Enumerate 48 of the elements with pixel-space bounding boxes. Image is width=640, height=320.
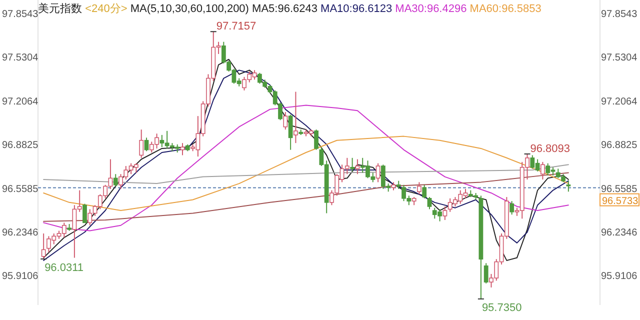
candlestick (314, 129, 318, 150)
y2-tick-label: 97.8543 (601, 8, 638, 20)
y2-tick-label: 97.5304 (601, 52, 638, 64)
candlestick (376, 162, 380, 183)
y-tick-label: 97.8543 (2, 8, 39, 20)
text: MA60:96.5853 (470, 3, 542, 15)
annotation: 95.7350 (482, 302, 522, 314)
line-series (43, 164, 569, 184)
y-tick-label: 97.5304 (2, 52, 39, 64)
y-tick-label: 95.9106 (2, 271, 39, 282)
annotation: 96.8093 (530, 142, 570, 155)
annotation: MA(5,10,30,60,100,200) (130, 3, 252, 15)
candlestick (540, 161, 545, 180)
y-tick-label: 96.5585 (2, 184, 39, 195)
candlestick (144, 137, 149, 152)
candlestick (510, 200, 514, 216)
y2-tick-label: 97.2064 (601, 96, 638, 108)
y-tick-label: 96.2346 (2, 228, 39, 239)
annotation: 97.7157 (216, 20, 256, 33)
candlestick (288, 114, 293, 150)
y-tick-label: 97.2064 (2, 96, 39, 108)
text: MA10:96.6123 (320, 3, 396, 15)
candlestick (355, 158, 360, 175)
candlestick (350, 157, 355, 172)
candlestick (422, 184, 427, 199)
candlestick (180, 142, 185, 156)
candlestick (442, 206, 448, 220)
y2-tick-label: 96.2346 (601, 228, 638, 239)
candlestick (294, 91, 298, 144)
candlestick (283, 112, 288, 130)
chart-title: 美元指数 (38, 2, 86, 15)
y-tick-label: 96.8825 (2, 140, 39, 152)
y2-tick-label: 95.9106 (601, 271, 638, 282)
y2-tick-label: 96.5585 (601, 184, 638, 195)
chart-subtitle: <240分> (85, 3, 130, 15)
text: MA30:96.4296 (395, 3, 470, 15)
annotation: 96.0311 (44, 262, 84, 274)
candlestick (566, 180, 571, 192)
candlestick (484, 262, 488, 284)
candlestick (417, 182, 422, 195)
y2-tick-label: 96.8825 (601, 140, 638, 152)
candlestick (139, 129, 144, 158)
text: 96.5733 (602, 196, 639, 207)
candlestick (113, 174, 118, 187)
candlestick (82, 203, 87, 224)
text: MA5:96.6243 (252, 3, 321, 15)
candlestick (41, 232, 46, 260)
candlestick (427, 196, 432, 210)
